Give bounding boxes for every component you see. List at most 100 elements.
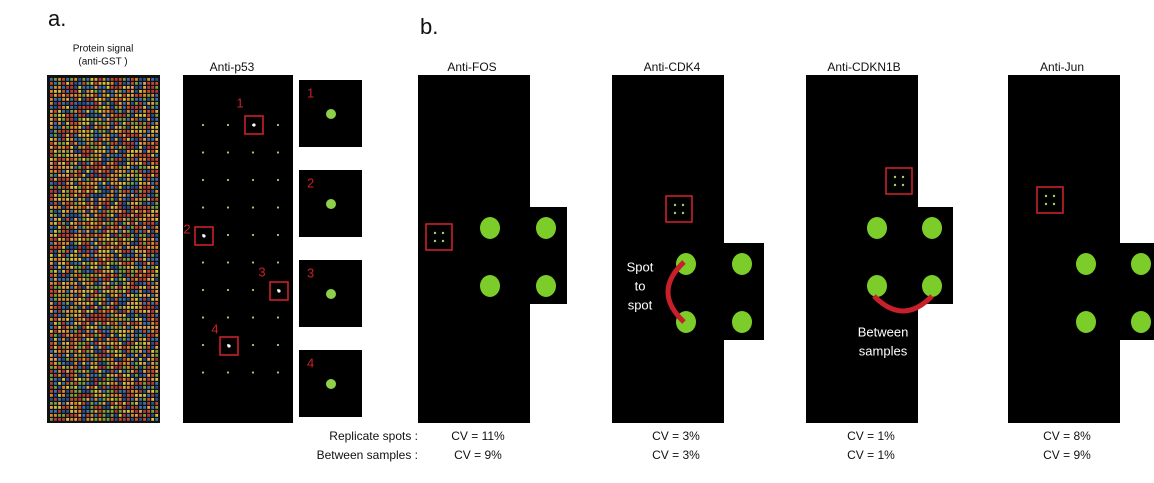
array-spot	[151, 94, 154, 97]
array-spot	[111, 178, 114, 181]
array-spot	[74, 230, 77, 233]
array-spot	[58, 370, 61, 373]
array-spot	[1045, 203, 1047, 205]
array-spot	[66, 198, 69, 201]
array-spot	[131, 382, 134, 385]
array-spot	[54, 370, 57, 373]
array-spot	[74, 146, 77, 149]
array-spot	[151, 342, 154, 345]
zoom-label: 4	[307, 355, 314, 370]
array-spot	[107, 82, 110, 85]
array-spot	[119, 106, 122, 109]
array-spot	[54, 218, 57, 221]
array-spot	[70, 150, 73, 153]
array-spot	[151, 410, 154, 413]
array-spot	[54, 242, 57, 245]
array-spot	[70, 234, 73, 237]
array-spot	[143, 390, 146, 393]
array-spot	[54, 374, 57, 377]
array-spot	[115, 354, 118, 357]
array-spot	[155, 174, 158, 177]
array-spot	[50, 382, 53, 385]
array-spot	[139, 122, 142, 125]
array-spot	[86, 362, 89, 365]
array-spot	[123, 142, 126, 145]
array-spot	[155, 246, 158, 249]
array-spot	[135, 126, 138, 129]
array-spot	[155, 326, 158, 329]
array-spot	[151, 286, 154, 289]
array-spot	[70, 306, 73, 309]
array-spot	[95, 114, 98, 117]
array-spot	[74, 302, 77, 305]
array-spot	[123, 198, 126, 201]
array-spot	[74, 186, 77, 189]
array-image	[418, 75, 530, 423]
array-spot	[131, 178, 134, 181]
array-spot	[58, 154, 61, 157]
zoom-spot	[480, 275, 500, 297]
array-spot	[66, 278, 69, 281]
array-spot	[111, 82, 114, 85]
array-spot	[82, 134, 85, 137]
array-spot	[58, 166, 61, 169]
array-spot	[111, 406, 114, 409]
array-spot	[95, 162, 98, 165]
array-spot	[74, 390, 77, 393]
array-spot	[78, 142, 81, 145]
array-spot	[127, 174, 130, 177]
array-spot	[86, 302, 89, 305]
array-spot	[107, 210, 110, 213]
array-spot	[119, 358, 122, 361]
array-spot	[82, 270, 85, 273]
array-spot	[86, 138, 89, 141]
array-spot	[131, 186, 134, 189]
array-spot	[62, 402, 65, 405]
array-spot	[54, 86, 57, 89]
array-spot	[139, 314, 142, 317]
array-spot	[99, 186, 102, 189]
array-spot	[74, 262, 77, 265]
array-spot	[70, 382, 73, 385]
array-spot	[111, 306, 114, 309]
array-spot	[95, 166, 98, 169]
array-spot	[115, 222, 118, 225]
array-spot	[155, 214, 158, 217]
array-spot	[111, 330, 114, 333]
array-spot	[86, 338, 89, 341]
array-spot	[107, 286, 110, 289]
array-spot	[151, 186, 154, 189]
array-spot	[54, 402, 57, 405]
array-spot	[135, 234, 138, 237]
array-spot	[66, 390, 69, 393]
array-spot	[103, 78, 106, 81]
array-spot	[54, 174, 57, 177]
array-spot	[135, 306, 138, 309]
array-spot	[127, 374, 130, 377]
array-spot	[151, 278, 154, 281]
array-spot	[147, 346, 150, 349]
array-spot	[70, 90, 73, 93]
array-spot	[135, 226, 138, 229]
array-spot	[143, 322, 146, 325]
array-spot	[127, 310, 130, 313]
array-spot	[111, 314, 114, 317]
array-spot	[155, 182, 158, 185]
array-spot	[66, 298, 69, 301]
array-spot	[127, 342, 130, 345]
array-spot	[91, 118, 94, 121]
array-spot	[78, 358, 81, 361]
array-spot	[119, 94, 122, 97]
array-spot	[99, 390, 102, 393]
array-spot	[115, 150, 118, 153]
array-spot	[95, 270, 98, 273]
array-spot	[62, 286, 65, 289]
array-spot	[95, 290, 98, 293]
array-spot	[123, 290, 126, 293]
array-spot	[107, 406, 110, 409]
array-spot	[95, 314, 98, 317]
array-spot	[91, 214, 94, 217]
array-spot	[62, 94, 65, 97]
array-spot	[70, 254, 73, 257]
array-spot	[119, 98, 122, 101]
